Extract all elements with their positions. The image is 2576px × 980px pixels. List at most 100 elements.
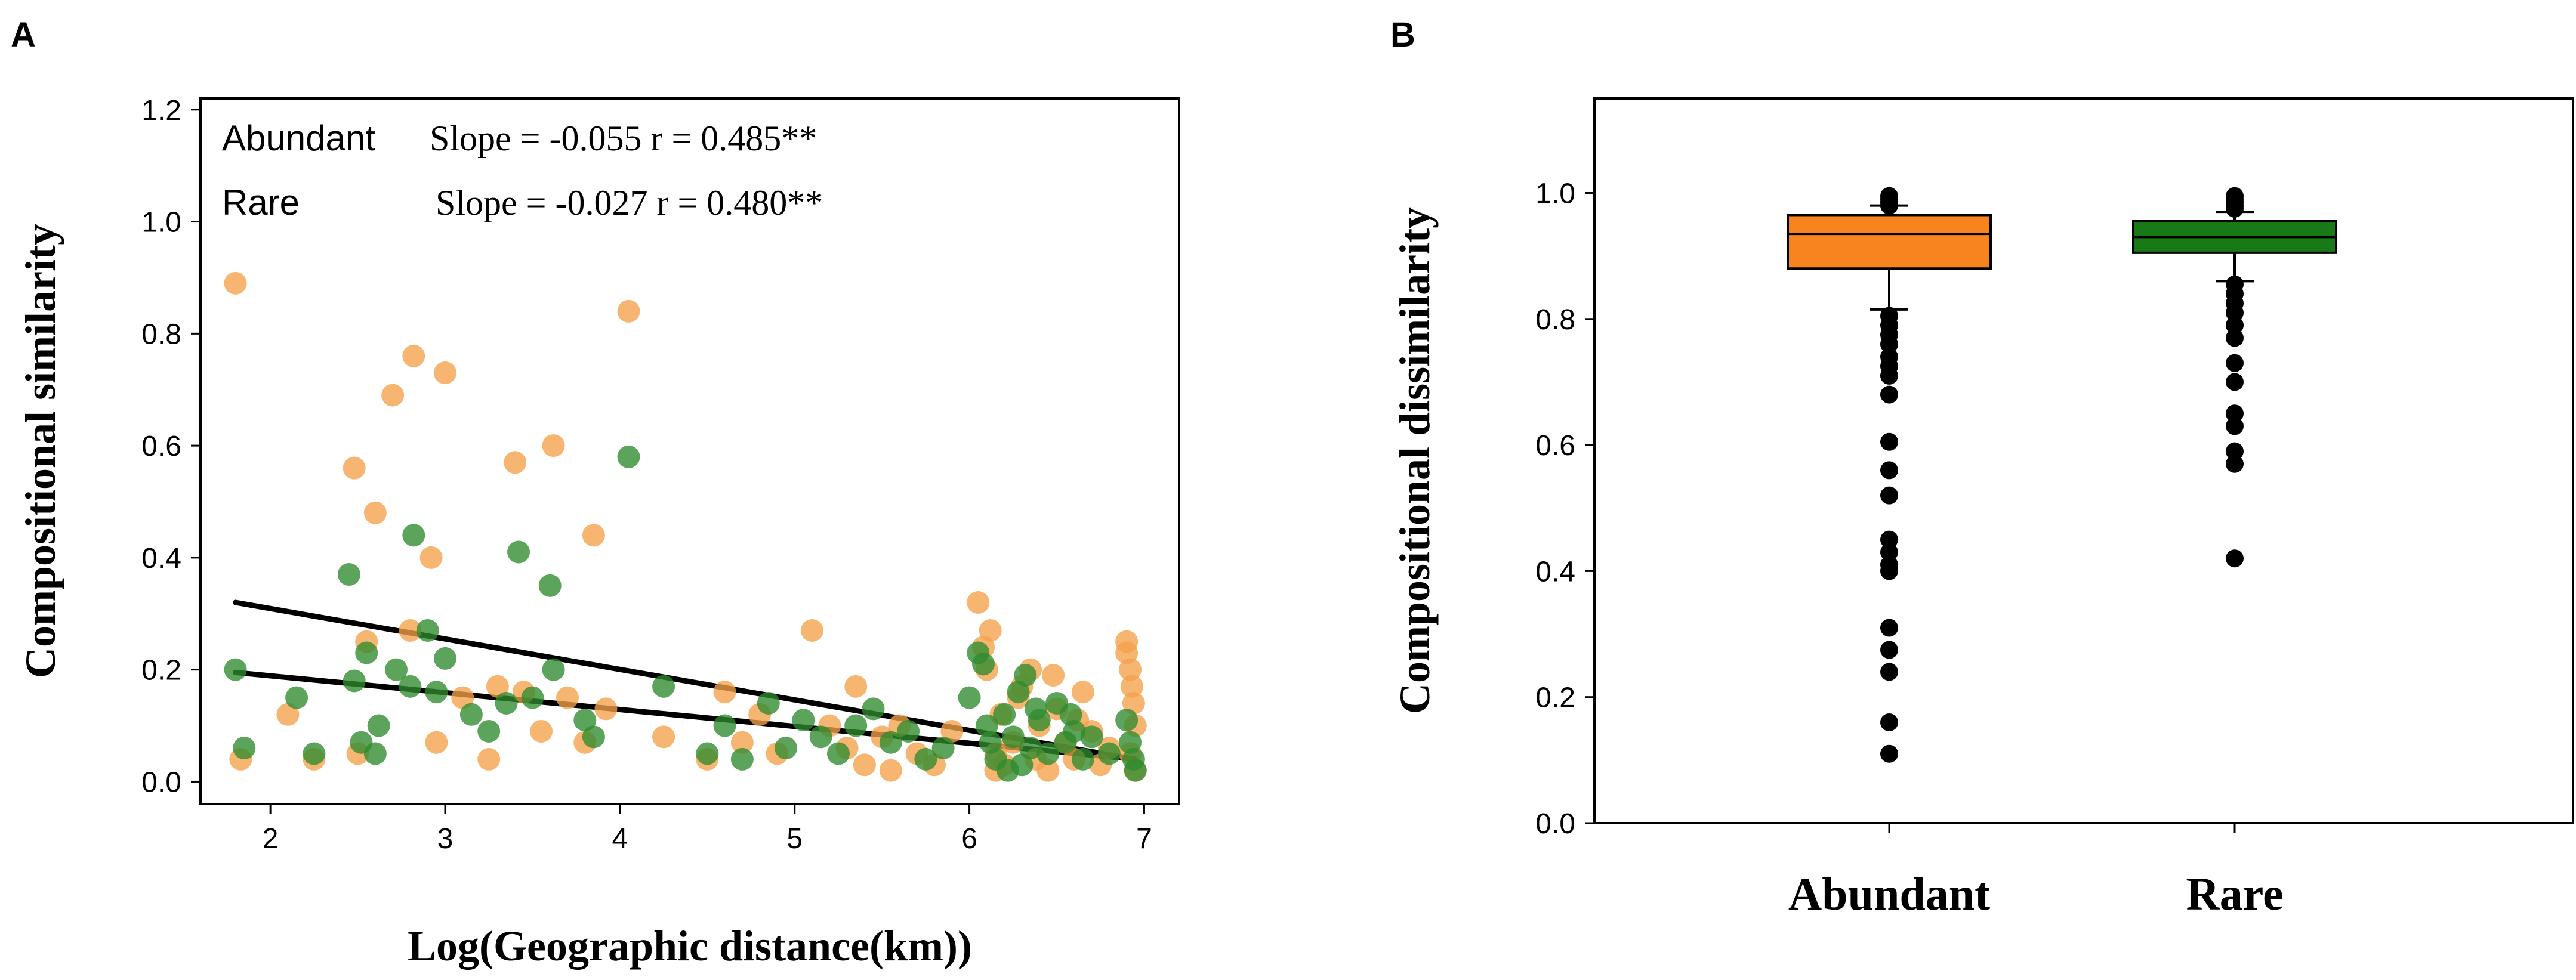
rare-point (303, 742, 326, 765)
abundant-point (844, 675, 868, 698)
abundant-outlier-point (1880, 366, 1898, 385)
abundant-outlier-point (1880, 562, 1898, 580)
legend-abundant-name: Abundant (222, 118, 375, 158)
rare-point (1063, 719, 1086, 743)
abundant-point (425, 731, 448, 754)
rare-point (1001, 725, 1025, 749)
legend-rare-name: Rare (222, 183, 300, 222)
panel-b-label: B (1390, 16, 1415, 54)
rare-point (792, 709, 815, 732)
rare-point (425, 681, 448, 704)
rare-outlier-point (2226, 329, 2244, 347)
rare-point (1071, 747, 1094, 771)
rare-point (1059, 703, 1082, 726)
rare-point (285, 686, 308, 709)
category-label-rare: Rare (2186, 868, 2283, 920)
x-tick-label: 6 (961, 823, 977, 855)
rare-point (730, 747, 754, 771)
abundant-point (276, 703, 300, 726)
abundant-point (730, 731, 754, 754)
abundant-point (399, 619, 422, 642)
y-tick-label: 0.8 (141, 319, 181, 350)
rare-point (1019, 737, 1042, 760)
legend-abundant-stat: Slope = -0.055 r = 0.485** (430, 119, 817, 158)
abundant-point (556, 686, 579, 709)
rare-point (1080, 725, 1103, 749)
abundant-point (1120, 675, 1143, 698)
abundant-point (979, 619, 1002, 642)
rare-point (1014, 664, 1037, 687)
rare-point (1119, 731, 1142, 754)
rare-point (713, 714, 736, 737)
y-tick-label: 0.2 (1535, 682, 1575, 714)
abundant-point (967, 591, 990, 614)
rare-point (826, 742, 850, 765)
x-tick-label: 7 (1136, 823, 1152, 855)
panel-a: A 2 3 4 5 6 7 0.0 0.2 0.4 0.6 0.8 1.0 1.2 Abundant S… (11, 16, 1180, 970)
abundant-outlier-point (1880, 543, 1898, 561)
rare-point (495, 692, 518, 715)
rare-point (1097, 742, 1121, 765)
panel-b-axes: 0.0 0.2 0.4 0.6 0.8 1.0 Abundant Rare (1535, 178, 2283, 920)
panel-b-plot-frame (1593, 97, 2574, 824)
rare-point (1024, 697, 1047, 721)
rare-point (582, 725, 605, 749)
abundant-point (381, 384, 405, 407)
rare-point (1036, 742, 1060, 765)
rare-point (416, 619, 439, 642)
abundant-point (434, 361, 456, 385)
abundant-point (343, 456, 366, 480)
abundant-point (363, 501, 387, 524)
x-tick-label: 5 (786, 823, 803, 855)
abundant-point (1115, 641, 1139, 664)
y-tick-label: 0.4 (1535, 556, 1575, 588)
rare-point (652, 675, 675, 698)
y-tick-label: 0.8 (1535, 304, 1575, 336)
rare-point (507, 540, 530, 564)
rare-point (931, 737, 955, 760)
rare-point (757, 692, 780, 715)
rare-point (363, 742, 387, 765)
abundant-point (940, 719, 964, 743)
rare-point (617, 445, 640, 468)
x-tick-label: 3 (437, 823, 454, 855)
rare-outlier-point (2226, 442, 2244, 460)
abundant-outlier-point (1880, 385, 1898, 404)
rare-point (809, 725, 832, 749)
rare-point (385, 658, 408, 681)
rare-point (224, 658, 247, 681)
y-tick-label: 0.2 (141, 655, 181, 687)
rare-point (233, 737, 256, 760)
abundant-outlier-point (1880, 196, 1898, 215)
rare-point (972, 653, 995, 676)
rare-outlier-point (2226, 455, 2244, 473)
panel-a-plot-frame (199, 97, 1180, 805)
panel-b-boxes (1787, 187, 2337, 763)
rare-point (573, 709, 597, 732)
rare-outlier-point (2226, 316, 2244, 335)
y-tick-label: 1.2 (141, 95, 181, 126)
abundant-outlier-point (1880, 530, 1898, 549)
panel-a-points (224, 271, 1147, 782)
rare-point (542, 658, 565, 681)
rare-point (862, 697, 885, 721)
rare-outlier-point (2226, 549, 2244, 568)
rare-point (367, 714, 390, 737)
rare-point (399, 675, 422, 698)
rare-outlier-point (2226, 199, 2244, 218)
abundant-point (853, 753, 876, 777)
abundant-outlier-point (1880, 432, 1898, 451)
y-tick-label: 0.0 (141, 766, 181, 798)
rare-point (343, 669, 366, 693)
abundant-point (504, 451, 527, 474)
abundant-point (530, 719, 553, 743)
panel-b: B 0.0 0.2 0.4 0.6 0.8 1.0 Abundant Rare Composi… (1390, 16, 2574, 920)
rare-outlier-point (2226, 404, 2244, 423)
abundant-point (652, 725, 675, 749)
rare-outlier-point (2226, 417, 2244, 435)
abundant-point (801, 619, 823, 642)
x-tick-label: 2 (263, 823, 279, 855)
abundant-box (1787, 214, 1992, 270)
abundant-point (451, 686, 474, 709)
abundant-outlier-point (1880, 713, 1898, 731)
